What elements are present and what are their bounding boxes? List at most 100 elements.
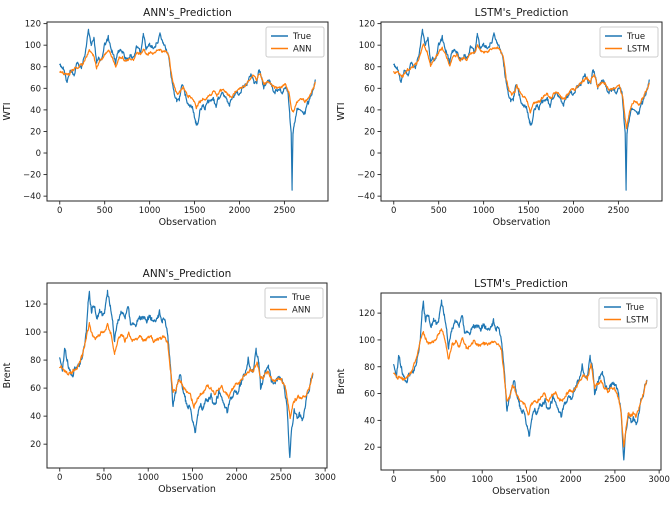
series-line-ann — [59, 48, 316, 113]
plot-spines — [380, 292, 662, 471]
legend-label-true: True — [625, 303, 644, 313]
plot-title: LSTM's_Prediction — [474, 278, 568, 290]
x-tick-label: 500 — [430, 475, 446, 485]
y-tick-label: 80 — [364, 63, 375, 73]
series-line-true — [393, 299, 648, 461]
y-tick-label: 120 — [25, 20, 41, 30]
panel-brent-lstm: 0 500 1000 1500 2000 2500 3000 20 40 60 80 100 120 LS… — [336, 278, 670, 497]
legend: True ANN — [264, 287, 324, 319]
series-line-lstm — [393, 328, 648, 448]
y-tick-label: 60 — [364, 390, 375, 400]
panel-brent-ann: 0 500 1000 1500 2000 2500 3000 20 40 60 80 100 120 AN… — [2, 268, 336, 495]
plot-spines — [46, 282, 328, 469]
y-tick-label: 120 — [25, 300, 41, 310]
legend: True ANN — [265, 26, 325, 58]
y-tick-label: 60 — [364, 84, 375, 94]
x-tick-label: 1500 — [182, 473, 204, 483]
x-tick-label: 1000 — [473, 206, 495, 216]
legend-label-ann: ANN — [293, 45, 312, 55]
y-tick-label: 100 — [359, 336, 375, 346]
legend: True LSTM — [599, 26, 659, 58]
x-tick-label: 0 — [57, 206, 62, 216]
x-tick-label: 2500 — [604, 475, 626, 485]
y-tick-label: 100 — [25, 41, 41, 51]
y-axis-label: Brent — [336, 368, 347, 394]
panel-wti-lstm: 0 500 1000 1500 2000 2500 −40 −20 0 20 40 60 80 100 12… — [336, 7, 663, 228]
y-tick-label: 20 — [364, 443, 375, 453]
legend-box — [599, 26, 659, 58]
y-tick-label: 60 — [30, 84, 41, 94]
x-tick-label: 2000 — [560, 475, 582, 485]
x-tick-label: 2000 — [563, 206, 585, 216]
y-tick-label: 40 — [364, 416, 375, 426]
y-axis-label: WTI — [2, 103, 13, 121]
x-tick-label: 3000 — [648, 475, 670, 485]
y-tick-label: 0 — [370, 149, 375, 159]
y-tick-label: 0 — [36, 149, 41, 159]
legend-label-true: True — [291, 293, 310, 303]
y-tick-label: −40 — [23, 192, 41, 202]
x-tick-label: 3000 — [314, 473, 336, 483]
x-tick-label: 1000 — [139, 206, 161, 216]
series-line-ann — [59, 322, 314, 420]
x-tick-label: 0 — [391, 475, 396, 485]
x-tick-label: 2000 — [226, 473, 248, 483]
y-tick-label: 80 — [30, 63, 41, 73]
y-tick-label: 60 — [30, 384, 41, 394]
x-tick-label: 0 — [391, 206, 396, 216]
x-tick-label: 500 — [97, 206, 113, 216]
y-tick-label: 80 — [30, 356, 41, 366]
legend: True LSTM — [598, 297, 658, 329]
x-tick-label: 1500 — [516, 475, 538, 485]
y-tick-label: 80 — [364, 363, 375, 373]
y-tick-label: 20 — [30, 440, 41, 450]
x-tick-label: 500 — [431, 206, 447, 216]
x-tick-label: 1000 — [471, 475, 493, 485]
x-tick-label: 2500 — [270, 473, 292, 483]
legend-label-true: True — [626, 32, 645, 42]
x-axis-label: Observation — [492, 486, 550, 497]
plot-title: ANN's_Prediction — [143, 268, 232, 280]
legend-label-ann: ANN — [292, 306, 311, 316]
y-tick-label: −20 — [357, 171, 375, 181]
plot-title: LSTM's_Prediction — [475, 7, 569, 19]
x-tick-label: 500 — [96, 473, 112, 483]
legend-box — [264, 287, 324, 319]
plot-spines — [380, 21, 663, 202]
y-tick-label: 100 — [25, 328, 41, 338]
x-tick-label: 1500 — [518, 206, 540, 216]
x-axis-label: Observation — [493, 217, 551, 228]
x-tick-label: 0 — [57, 473, 62, 483]
y-tick-label: −40 — [357, 192, 375, 202]
legend-label-lstm: LSTM — [627, 45, 650, 55]
y-tick-label: 120 — [359, 309, 375, 319]
legend-label-lstm: LSTM — [626, 316, 649, 326]
x-tick-label: 2500 — [608, 206, 630, 216]
x-tick-label: 2000 — [229, 206, 251, 216]
y-tick-label: 40 — [364, 106, 375, 116]
y-axis-label: WTI — [336, 103, 347, 121]
x-tick-label: 1000 — [137, 473, 159, 483]
y-tick-label: −20 — [23, 171, 41, 181]
x-axis-label: Observation — [159, 217, 217, 228]
y-tick-label: 20 — [364, 127, 375, 137]
plot-spines — [46, 21, 329, 202]
series-line-lstm — [393, 43, 650, 130]
plot-title: ANN's_Prediction — [143, 7, 232, 19]
x-axis-label: Observation — [158, 484, 216, 495]
x-tick-label: 1500 — [184, 206, 206, 216]
legend-label-true: True — [292, 32, 311, 42]
y-axis-label: Brent — [2, 362, 13, 388]
y-tick-label: 100 — [359, 41, 375, 51]
y-tick-label: 40 — [30, 412, 41, 422]
legend-box — [598, 297, 658, 329]
panel-wti-ann: 0 500 1000 1500 2000 2500 −40 −20 0 20 40 60 80 100 12… — [2, 7, 329, 228]
y-tick-label: 120 — [359, 20, 375, 30]
series-line-true — [59, 28, 316, 191]
y-tick-label: 20 — [30, 127, 41, 137]
x-tick-label: 2500 — [274, 206, 296, 216]
legend-box — [265, 26, 325, 58]
y-tick-label: 40 — [30, 106, 41, 116]
